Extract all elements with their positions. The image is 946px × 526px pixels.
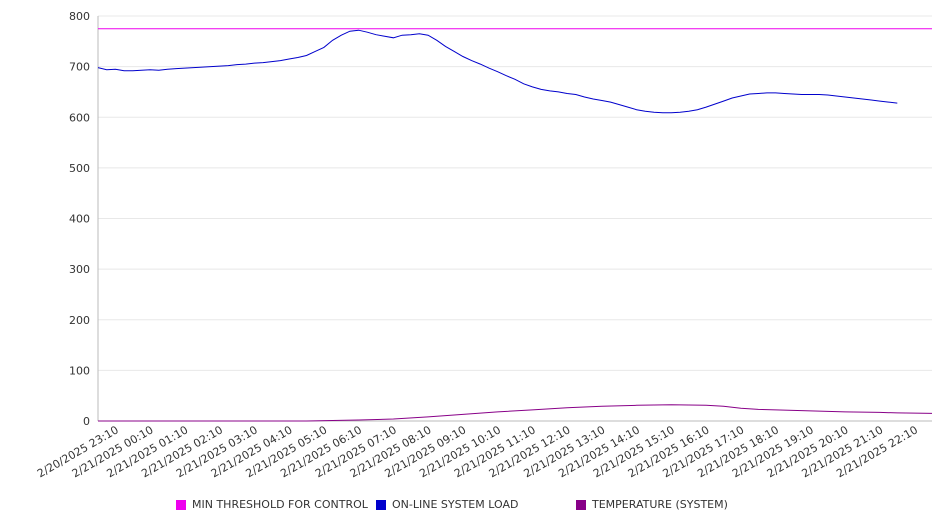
temperature-line [98, 404, 933, 422]
series-lines [97, 28, 933, 422]
legend-swatch [376, 499, 386, 510]
y-tick-labels: 0 100 200 300 400 500 600 700 800 [69, 10, 90, 428]
x-tick-labels: 2/20/2025 23:102/21/2025 00:102/21/2025 … [35, 423, 920, 480]
y-tick-label: 400 [69, 213, 90, 226]
legend-label: ON-LINE SYSTEM LOAD [392, 498, 519, 511]
y-tick-label: 100 [69, 364, 90, 377]
grid-lines [98, 15, 932, 371]
legend: MIN THRESHOLD FOR CONTROL ON-LINE SYSTEM … [0, 498, 946, 516]
y-tick-label: 0 [83, 415, 90, 428]
legend-item: MIN THRESHOLD FOR CONTROL [176, 498, 368, 511]
y-tick-label: 200 [69, 314, 90, 327]
legend-item: ON-LINE SYSTEM LOAD [376, 498, 518, 511]
legend-swatch [176, 499, 186, 510]
y-tick-label: 700 [69, 61, 90, 74]
system-load-line [97, 29, 898, 114]
legend-swatch [576, 499, 586, 510]
legend-item: TEMPERATURE (SYSTEM) [576, 498, 728, 511]
y-tick-label: 500 [69, 162, 90, 175]
y-tick-label: 800 [69, 10, 90, 23]
y-tick-label: 600 [69, 111, 90, 124]
y-tick-label: 300 [69, 263, 90, 276]
legend-label: MIN THRESHOLD FOR CONTROL [192, 498, 368, 511]
legend-label: TEMPERATURE (SYSTEM) [592, 498, 728, 511]
